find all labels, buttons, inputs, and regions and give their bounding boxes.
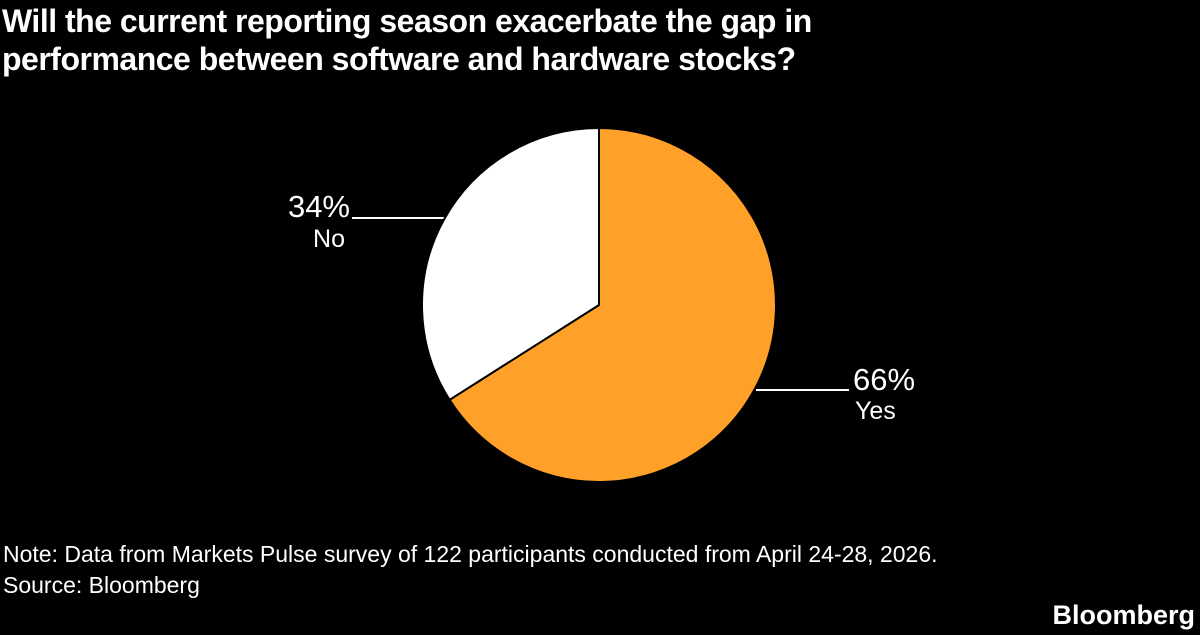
chart-title-line1: Will the current reporting season exacer… xyxy=(2,3,812,39)
yes-percent-label: 66% xyxy=(853,362,916,397)
pie-slice-no xyxy=(421,126,600,402)
yes-category-label: Yes xyxy=(855,397,896,425)
bloomberg-logo: Bloomberg xyxy=(1052,600,1195,630)
note-text: Note: Data from Markets Pulse survey of … xyxy=(3,541,938,567)
chart-title-line2: performance between software and hardwar… xyxy=(2,41,796,77)
footer: Note: Data from Markets Pulse survey of … xyxy=(3,539,938,601)
no-percent-label: 34% xyxy=(287,189,350,224)
chart-title: Will the current reporting season exacer… xyxy=(2,2,812,78)
source-text: Source: Bloomberg xyxy=(3,572,200,598)
pie-slice-yes xyxy=(448,126,777,483)
no-category-label: No xyxy=(313,225,345,253)
